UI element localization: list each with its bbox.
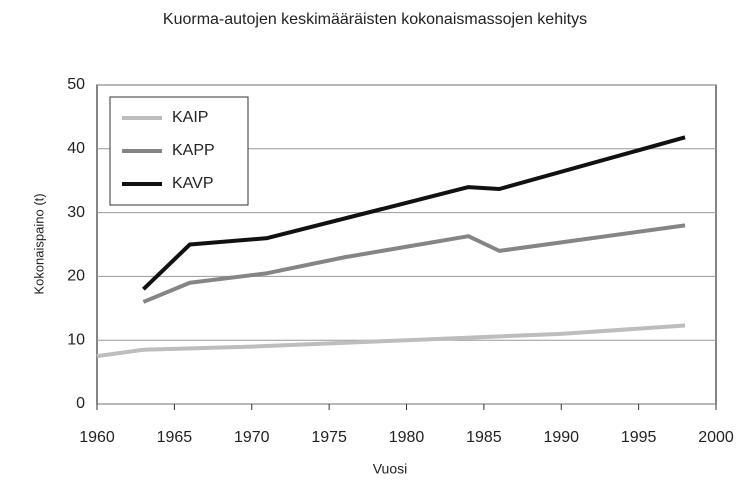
x-tick-label: 1960 (79, 429, 115, 446)
y-tick-label: 0 (76, 395, 85, 412)
chart-title: Kuorma-autojen keskimääräisten kokonaism… (163, 11, 587, 28)
y-tick-label: 30 (67, 204, 85, 221)
x-tick-label: 1985 (466, 429, 502, 446)
x-tick-label: 1990 (543, 429, 579, 446)
legend-label: KAIP (172, 109, 208, 126)
x-tick-label: 1975 (311, 429, 347, 446)
y-tick-label: 40 (67, 140, 85, 157)
line-series (142, 223, 686, 304)
line-series (96, 323, 686, 359)
x-tick-label: 1980 (389, 429, 425, 446)
x-tick-label: 2000 (698, 429, 734, 446)
x-tick-label: 1995 (621, 429, 657, 446)
x-axis-label: Vuosi (373, 461, 408, 477)
y-tick-label: 20 (67, 268, 85, 285)
legend-label: KAVP (172, 175, 214, 192)
y-axis-label: Kokonaispaino (t) (31, 193, 46, 294)
line-series (142, 135, 686, 291)
y-tick-label: 50 (67, 76, 85, 93)
legend-label: KAPP (172, 142, 215, 159)
x-tick-label: 1970 (234, 429, 270, 446)
x-tick-label: 1965 (157, 429, 193, 446)
y-tick-label: 10 (67, 331, 85, 348)
